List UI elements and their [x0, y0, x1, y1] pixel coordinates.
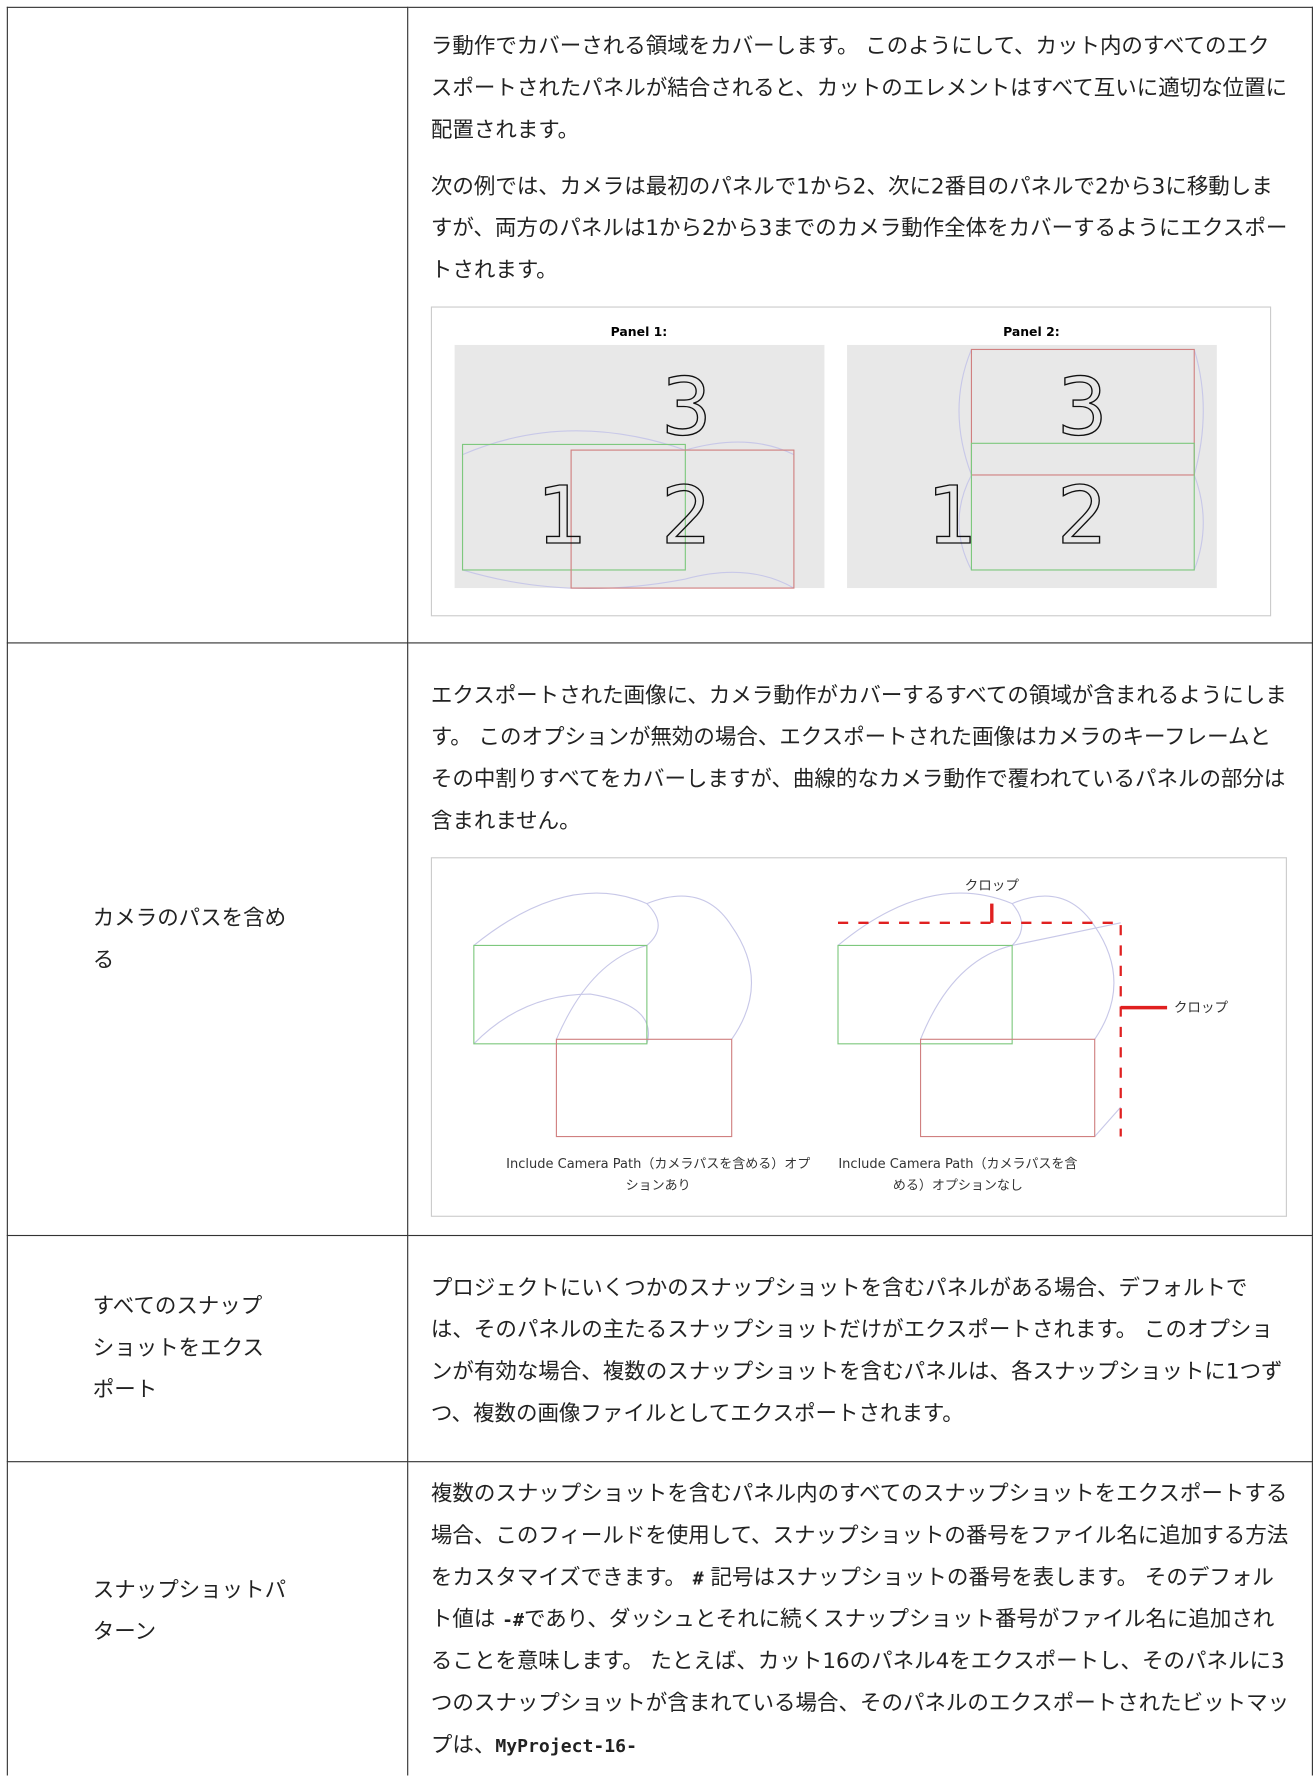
crop-label: クロップ	[965, 878, 1020, 894]
frame-number: 2	[661, 470, 711, 562]
option-name-line: ターン	[92, 1619, 157, 1645]
camera-frame	[919, 1038, 1096, 1138]
option-description: ラ動作でカバーされる領域をカバーします。 このようにして、カット内のすべてのエク…	[407, 6, 1313, 644]
panel-title: Panel 1:	[611, 324, 668, 339]
caption: Include Camera Path（カメラパスを含める）オプ	[506, 1157, 810, 1172]
option-name	[6, 6, 409, 644]
option-description: プロジェクトにいくつかのスナップショットを含むパネルがある場合、デフォルトでは、…	[407, 1234, 1313, 1463]
table-row: ラ動作でカバーされる領域をカバーします。 このようにして、カット内のすべてのエク…	[6, 6, 1313, 644]
panel-bg	[454, 344, 825, 589]
figure: クロップ クロップ Include Camera Path（カメラパスを含める）…	[430, 857, 1287, 1217]
paragraph: プロジェクトにいくつかのスナップショットを含むパネルがある場合、デフォルトでは、…	[430, 1275, 1283, 1427]
text-run: 複数のスナップショットを含むパネル内のすべてのスナップショットをエクスポートする…	[430, 1481, 1289, 1591]
camera-frame	[837, 944, 1013, 1045]
option-name-line: る	[92, 947, 115, 973]
option-name-line: スナップショットパ	[92, 1577, 287, 1603]
paragraph: 複数のスナップショットを含むパネル内のすべてのスナップショットをエクスポートする…	[431, 1474, 1289, 1767]
option-description: 複数のスナップショットを含むパネル内のすべてのスナップショットをエクスポートする…	[407, 1461, 1313, 1776]
option-name-line: すべてのスナップ	[92, 1293, 263, 1319]
crop-label: クロップ	[1174, 1000, 1229, 1016]
table-row: カメラのパスを含め る エクスポートされた画像に、カメラ動作がカバーするすべての…	[6, 642, 1313, 1237]
camera-frame	[473, 944, 648, 1045]
table-row: スナップショットパ ターン 複数のスナップショットを含むパネル内のすべてのスナッ…	[6, 1461, 1313, 1776]
frame-number: 3	[1057, 361, 1107, 453]
option-name-line: カメラのパスを含め	[92, 905, 287, 931]
panel-bg	[847, 344, 1217, 589]
caption: める）オプションなし	[893, 1179, 1023, 1194]
option-name-line: ショットをエクス	[92, 1335, 264, 1361]
text-run: 記号はスナップショットの番号を表します。 そのデフォルト値は	[430, 1565, 1274, 1632]
camera-frame	[570, 449, 795, 589]
paragraph: エクスポートされた画像に、カメラ動作がカバーするすべての領域が含まれるようにしま…	[430, 683, 1287, 834]
code: MyProject-16-	[495, 1734, 637, 1757]
option-name-line: ポート	[92, 1377, 158, 1403]
option-name: スナップショットパ ターン	[6, 1461, 409, 1776]
frame-number: 1	[537, 470, 587, 562]
options-table: ラ動作でカバーされる領域をカバーします。 このようにして、カット内のすべてのエク…	[6, 6, 1313, 1776]
code: #	[692, 1567, 704, 1589]
camera-frame	[970, 442, 1195, 571]
frame-number: 1	[927, 470, 977, 562]
text-run: であり、ダッシュとそれに続くスナップショット番号がファイル名に追加されることを意…	[430, 1607, 1290, 1758]
camera-frame	[555, 1038, 733, 1138]
paragraph: ラ動作でカバーされる領域をカバーします。 このようにして、カット内のすべてのエク…	[430, 33, 1288, 143]
crop-outline	[837, 921, 1122, 1137]
code: -#	[502, 1609, 524, 1631]
caption: ションあり	[626, 1179, 691, 1194]
option-name: カメラのパスを含め る	[6, 642, 409, 1237]
table-row: すべてのスナップ ショットをエクス ポート プロジェクトにいくつかのスナップショ…	[6, 1234, 1313, 1463]
frame-number: 2	[1057, 470, 1107, 562]
camera-path	[473, 892, 1122, 1137]
option-name: すべてのスナップ ショットをエクス ポート	[6, 1234, 409, 1463]
figure: Panel 1: Panel 2: 3 1 2 3 1	[430, 306, 1272, 617]
camera-frame	[461, 443, 686, 571]
frame-number: 3	[661, 361, 711, 453]
paragraph: 次の例では、カメラは最初のパネルで1から2、次に2番目のパネルで2から3に移動し…	[430, 174, 1288, 283]
camera-frame	[970, 348, 1195, 476]
option-description: エクスポートされた画像に、カメラ動作がカバーするすべての領域が含まれるようにしま…	[407, 642, 1313, 1237]
caption: Include Camera Path（カメラパスを含	[838, 1157, 1077, 1172]
panel-title: Panel 2:	[1003, 324, 1060, 339]
